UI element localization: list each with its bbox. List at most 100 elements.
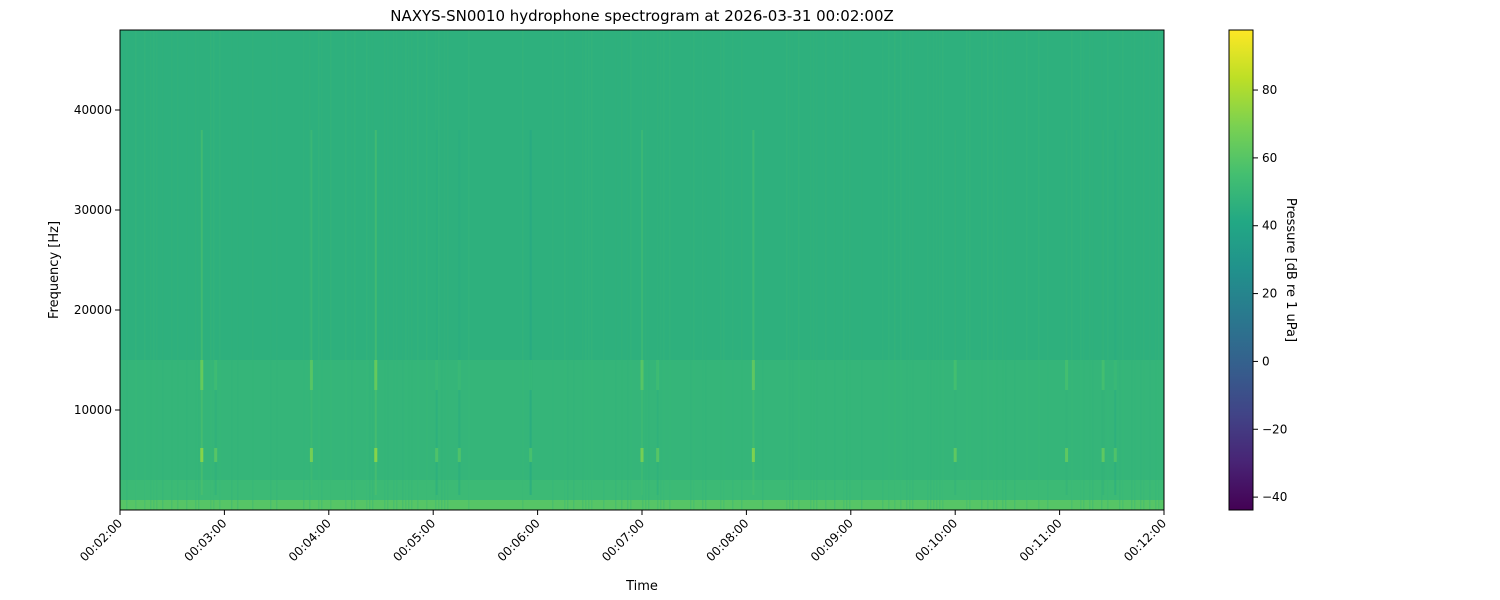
- colorbar-tick-label: −20: [1262, 422, 1287, 436]
- noise-stripe: [663, 30, 665, 510]
- noise-stripe: [177, 30, 179, 510]
- chart-title: NAXYS-SN0010 hydrophone spectrogram at 2…: [390, 7, 894, 25]
- noise-stripe: [126, 30, 128, 510]
- transient-peak: [374, 448, 378, 462]
- x-tick-label: 00:11:00: [1017, 516, 1065, 564]
- noise-stripe: [1134, 30, 1136, 510]
- transient-peak: [435, 448, 439, 462]
- transient-band: [1101, 360, 1105, 390]
- noise-stripe: [969, 30, 971, 510]
- noise-stripe: [732, 30, 734, 510]
- noise-stripe: [927, 30, 929, 510]
- transient-stripe: [200, 130, 203, 495]
- x-tick-label: 00:02:00: [77, 516, 125, 564]
- noise-stripe: [195, 30, 197, 510]
- noise-stripe: [396, 30, 398, 510]
- noise-stripe: [1140, 30, 1142, 510]
- y-tick-label: 10000: [74, 403, 112, 417]
- noise-stripe: [669, 30, 671, 510]
- transient-peak: [457, 448, 461, 462]
- transient-stripe: [1102, 130, 1105, 495]
- transient-band: [435, 360, 439, 390]
- noise-stripe: [1143, 30, 1145, 510]
- noise-stripe: [1083, 30, 1085, 510]
- transient-stripe: [656, 130, 659, 495]
- noise-stripe: [693, 30, 695, 510]
- transient-band: [529, 360, 533, 390]
- noise-stripe: [846, 30, 848, 510]
- plot-area: [119, 29, 1165, 511]
- noise-stripe: [1122, 30, 1124, 510]
- transient-stripe: [529, 130, 532, 495]
- transient-stripe: [310, 130, 313, 495]
- noise-stripe: [723, 30, 725, 510]
- noise-stripe: [330, 30, 332, 510]
- noise-stripe: [582, 30, 584, 510]
- noise-stripe: [1131, 30, 1133, 510]
- transient-band: [200, 360, 204, 390]
- noise-stripe: [231, 30, 233, 510]
- noise-stripe: [444, 30, 446, 510]
- noise-stripe: [813, 30, 815, 510]
- x-tick-label: 00:08:00: [704, 516, 752, 564]
- transient-peak: [1065, 448, 1069, 462]
- transient-peak: [1101, 448, 1105, 462]
- y-tick-label: 40000: [74, 103, 112, 117]
- noise-stripe: [705, 30, 707, 510]
- noise-stripe: [792, 30, 794, 510]
- noise-stripe: [786, 30, 788, 510]
- colorbar-tick-label: 20: [1262, 287, 1277, 301]
- noise-stripe: [603, 30, 605, 510]
- noise-stripe: [741, 30, 743, 510]
- transient-band: [656, 360, 660, 390]
- noise-stripe: [1149, 30, 1151, 510]
- noise-stripe: [702, 30, 704, 510]
- y-tick-label: 20000: [74, 303, 112, 317]
- colorbar-gradient: [1228, 29, 1254, 511]
- noise-stripe: [408, 30, 410, 510]
- colorbar-tick-label: 0: [1262, 354, 1270, 368]
- noise-stripe: [468, 30, 470, 510]
- noise-stripe: [648, 30, 650, 510]
- noise-stripe: [894, 30, 896, 510]
- transient-peak: [1113, 448, 1117, 462]
- noise-stripe: [981, 30, 983, 510]
- noise-stripe: [906, 30, 908, 510]
- noise-stripe: [849, 30, 851, 510]
- noise-stripe: [720, 30, 722, 510]
- noise-stripe: [591, 30, 593, 510]
- colorbar-tick-label: 80: [1262, 83, 1277, 97]
- noise-stripe: [1080, 30, 1082, 510]
- transient-band: [309, 360, 313, 390]
- noise-stripe: [354, 30, 356, 510]
- noise-stripe: [615, 30, 617, 510]
- noise-stripe: [1002, 30, 1004, 510]
- noise-stripe: [588, 30, 590, 510]
- x-tick-label: 00:12:00: [1121, 516, 1169, 564]
- colorbar-tick-label: 40: [1262, 219, 1277, 233]
- noise-stripe: [585, 30, 587, 510]
- transient-stripe: [752, 130, 755, 495]
- transient-stripe: [458, 130, 461, 495]
- transient-band: [751, 360, 755, 390]
- noise-stripe: [789, 30, 791, 510]
- noise-stripe: [351, 30, 353, 510]
- noise-stripe: [798, 30, 800, 510]
- noise-stripe: [219, 30, 221, 510]
- transient-peak: [640, 448, 644, 462]
- noise-stripe: [993, 30, 995, 510]
- noise-stripe: [645, 30, 647, 510]
- noise-stripe: [966, 30, 968, 510]
- noise-stripe: [843, 30, 845, 510]
- noise-stripe: [384, 30, 386, 510]
- noise-stripe: [930, 30, 932, 510]
- noise-stripe: [153, 30, 155, 510]
- noise-stripe: [888, 30, 890, 510]
- noise-stripe: [1089, 30, 1091, 510]
- noise-stripe: [1005, 30, 1007, 510]
- noise-stripe: [171, 30, 173, 510]
- transient-peak: [309, 448, 313, 462]
- transient-peak: [751, 448, 755, 462]
- transient-stripe: [1065, 130, 1068, 495]
- x-tick-label: 00:05:00: [390, 516, 438, 564]
